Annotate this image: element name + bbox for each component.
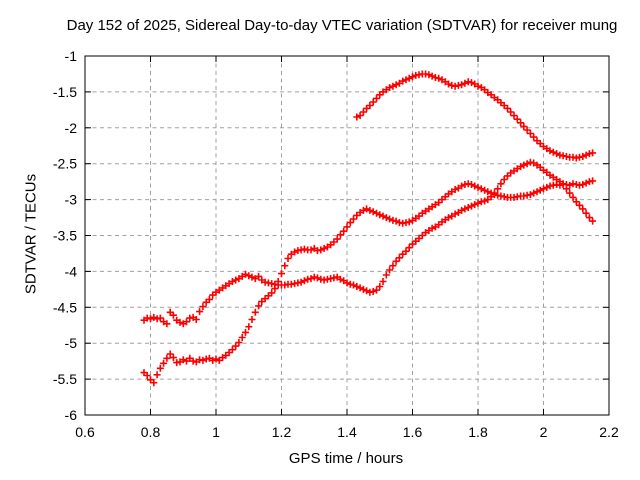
- x-tick-label: 0.8: [141, 424, 161, 440]
- x-tick-label: 1.8: [468, 424, 488, 440]
- y-tick-label: -4.5: [53, 299, 77, 315]
- x-tick-label: 2.2: [599, 424, 619, 440]
- y-tick-label: -3: [65, 192, 78, 208]
- x-axis-title: GPS time / hours: [288, 450, 404, 467]
- x-tick-label: 1.2: [272, 424, 292, 440]
- y-tick-label: -2: [65, 120, 78, 136]
- x-tick-label: 1.4: [337, 424, 357, 440]
- trace-middle-points: [140, 158, 597, 328]
- y-tick-label: -6: [65, 407, 78, 423]
- x-tick-label: 2: [540, 424, 548, 440]
- y-tick-label: -1: [65, 48, 78, 64]
- y-tick-label: -5.5: [53, 371, 77, 387]
- x-tick-label: 0.6: [75, 424, 95, 440]
- y-tick-label: -5: [65, 335, 78, 351]
- y-tick-label: -1.5: [53, 84, 77, 100]
- chart-title: Day 152 of 2025, Sidereal Day-to-day VTE…: [66, 17, 618, 34]
- trace-upper-arc-points: [353, 70, 597, 162]
- y-tick-label: -3.5: [53, 228, 77, 244]
- trace-lower-points: [140, 177, 597, 387]
- y-tick-label: -4: [65, 263, 78, 279]
- x-tick-label: 1: [212, 424, 220, 440]
- y-axis-title: SDTVAR / TECUs: [22, 173, 40, 295]
- y-tick-label: -2.5: [53, 156, 77, 172]
- x-tick-label: 1.6: [403, 424, 423, 440]
